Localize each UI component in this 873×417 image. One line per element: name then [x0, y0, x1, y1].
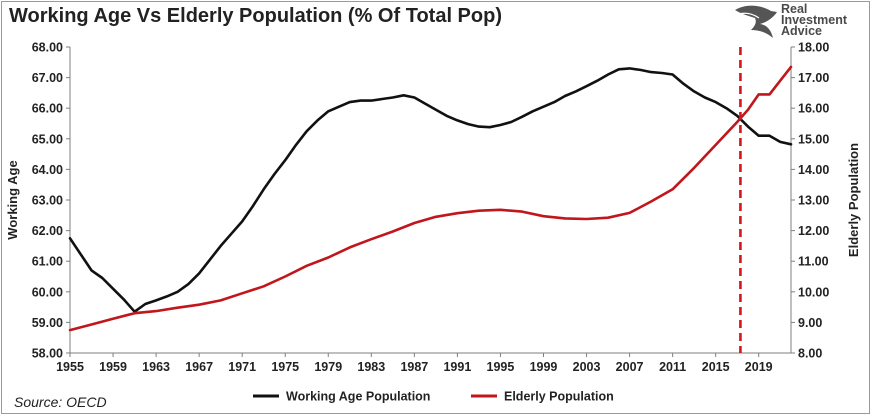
x-tick-label: 1995: [487, 360, 515, 374]
right-tick-label: 15.00: [798, 132, 829, 146]
x-axis: 1955 1959 1963 1967 1971 1975 1979 1983 1987 1991…: [56, 352, 791, 374]
x-tick-label: 1971: [228, 360, 256, 374]
left-axis: 58.00 59.00 60.00 61.00 62.00 63.00 64.00 65.00…: [5, 41, 71, 361]
logo-text: Real Investment Advice: [781, 2, 847, 38]
left-tick-label: 65.00: [32, 132, 63, 146]
x-tick-label: 2007: [616, 360, 644, 374]
right-tick-label: 14.00: [798, 163, 829, 177]
right-tick-label: 18.00: [798, 41, 829, 55]
right-tick-label: 8.00: [798, 347, 822, 361]
right-axis-title: Elderly Population: [846, 143, 861, 257]
right-tick-label: 9.00: [798, 316, 822, 330]
legend-elderly-label: Elderly Population: [504, 390, 614, 404]
x-tick-label: 1991: [443, 360, 471, 374]
right-tick-label: 16.00: [798, 102, 829, 116]
x-tick-label: 1999: [530, 360, 558, 374]
chart-title: Working Age Vs Elderly Population (% Of …: [9, 5, 502, 27]
left-axis-title: Working Age: [5, 160, 20, 239]
right-tick-label: 13.00: [798, 194, 829, 208]
x-tick-label: 2011: [659, 360, 686, 374]
x-tick-label: 1955: [56, 360, 84, 374]
left-tick-label: 58.00: [32, 347, 63, 361]
logo-eagle-icon: [735, 5, 777, 38]
x-tick-label: 1967: [185, 360, 213, 374]
right-tick-label: 12.00: [798, 224, 829, 238]
legend-working-age-label: Working Age Population: [286, 390, 430, 404]
source-note: Source: OECD: [14, 394, 107, 410]
x-tick-label: 1979: [314, 360, 342, 374]
logo-line-2: Investment: [781, 13, 847, 27]
left-tick-label: 67.00: [32, 71, 63, 85]
right-tick-label: 11.00: [798, 255, 829, 269]
x-tick-label: 2019: [745, 360, 773, 374]
logo-line-3: Advice: [781, 24, 822, 38]
right-tick-label: 10.00: [798, 285, 829, 299]
left-tick-label: 62.00: [32, 224, 63, 238]
series-layer: [68, 47, 793, 353]
x-tick-label: 2003: [573, 360, 601, 374]
x-tick-label: 1987: [400, 360, 428, 374]
left-tick-label: 64.00: [32, 163, 63, 177]
x-tick-label: 1959: [99, 360, 127, 374]
legend: Working Age Population Elderly Population: [253, 390, 614, 404]
left-tick-label: 60.00: [32, 285, 63, 299]
left-tick-label: 66.00: [32, 102, 63, 116]
right-axis: 8.00 9.00 10.00 11.00 12.00 13.00 14.00 15.00 16…: [790, 41, 861, 361]
left-tick-label: 63.00: [32, 194, 63, 208]
series-working-age-line: [68, 67, 793, 314]
left-tick-label: 59.00: [32, 316, 63, 330]
right-tick-label: 17.00: [798, 71, 829, 85]
x-tick-label: 1975: [271, 360, 299, 374]
x-tick-label: 1983: [357, 360, 385, 374]
left-tick-label: 68.00: [32, 41, 63, 55]
x-tick-label: 1963: [142, 360, 170, 374]
left-tick-label: 61.00: [32, 255, 63, 269]
logo-line-1: Real: [781, 2, 808, 16]
x-tick-label: 2015: [702, 360, 730, 374]
